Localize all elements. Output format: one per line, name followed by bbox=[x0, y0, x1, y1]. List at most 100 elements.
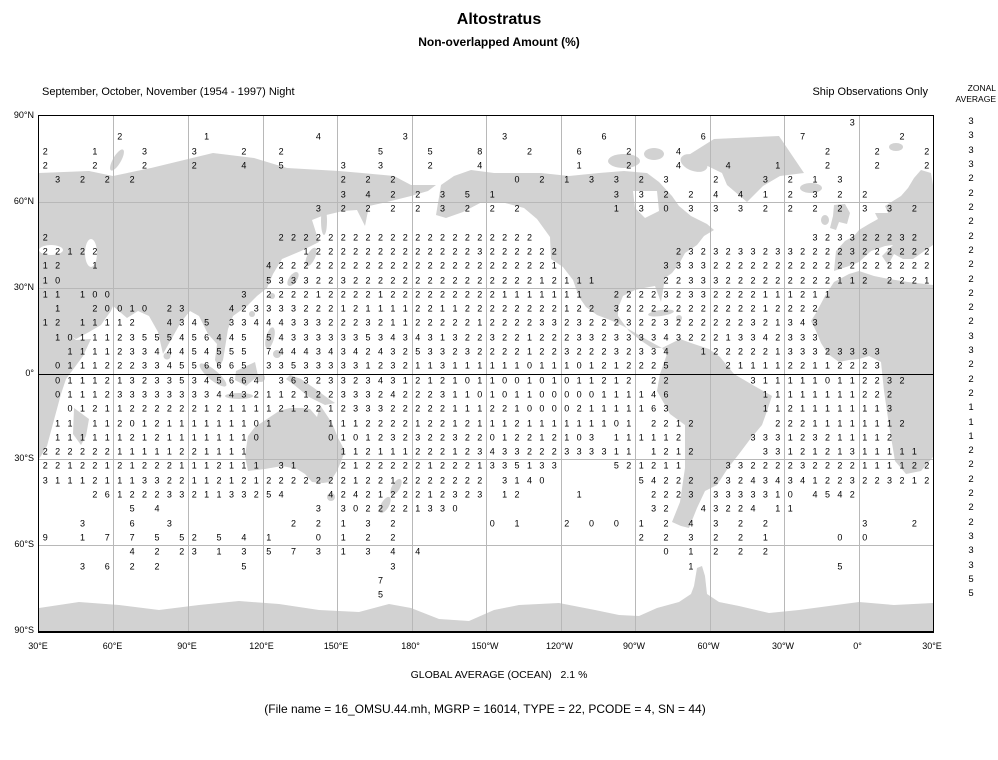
grid-cell-value: 1 bbox=[638, 432, 644, 443]
grid-cell-value: 2 bbox=[415, 475, 421, 486]
grid-cell-value: 1 bbox=[216, 546, 222, 557]
grid-cell-value: 0 bbox=[613, 518, 619, 529]
grid-cell-value: 2 bbox=[377, 475, 383, 486]
grid-cell-value: 0 bbox=[477, 389, 483, 400]
grid-cell-value: 0 bbox=[862, 532, 868, 543]
grid-cell-value: 2 bbox=[291, 475, 297, 486]
latitude-tick-label: 90°S bbox=[14, 625, 34, 635]
grid-cell-value: 3 bbox=[154, 389, 160, 400]
grid-cell-value: 3 bbox=[551, 460, 557, 471]
grid-cell-value: 2 bbox=[377, 389, 383, 400]
grid-cell-value: 2 bbox=[738, 518, 744, 529]
grid-cell-value: 2 bbox=[626, 360, 632, 371]
grid-cell-value: 2 bbox=[427, 389, 433, 400]
grid-cell-value: 3 bbox=[142, 360, 148, 371]
grid-cell-value: 2 bbox=[613, 289, 619, 300]
grid-cell-value: 2 bbox=[179, 475, 185, 486]
grid-cell-value: 1 bbox=[55, 332, 61, 343]
grid-cell-value: 2 bbox=[738, 475, 744, 486]
grid-cell-value: 1 bbox=[775, 375, 781, 386]
grid-cell-value: 2 bbox=[303, 303, 309, 314]
grid-cell-value: 1 bbox=[539, 418, 545, 429]
grid-cell-value: 5 bbox=[278, 160, 284, 171]
grid-cell-value: 2 bbox=[440, 460, 446, 471]
grid-cell-value: 3 bbox=[738, 203, 744, 214]
grid-cell-value: 2 bbox=[700, 303, 706, 314]
zonal-average-value: 2 bbox=[968, 387, 974, 399]
grid-cell-value: 2 bbox=[415, 246, 421, 257]
grid-cell-value: 2 bbox=[440, 489, 446, 500]
grid-cell-value: 2 bbox=[340, 203, 346, 214]
grid-cell-value: 2 bbox=[390, 418, 396, 429]
grid-cell-value: 2 bbox=[887, 260, 893, 271]
grid-cell-value: 4 bbox=[166, 346, 172, 357]
grid-cell-value: 1 bbox=[266, 532, 272, 543]
grid-cell-value: 1 bbox=[762, 360, 768, 371]
longitude-tick-label: 0° bbox=[853, 641, 862, 651]
zonal-average-header: ZONAL AVERAGE bbox=[956, 83, 996, 105]
grid-cell-value: 2 bbox=[725, 260, 731, 271]
grid-cell-value: 3 bbox=[688, 203, 694, 214]
grid-cell-value: 4 bbox=[353, 346, 359, 357]
grid-cell-value: 1 bbox=[67, 460, 73, 471]
grid-cell-value: 2 bbox=[762, 346, 768, 357]
grid-cell-value: 2 bbox=[166, 460, 172, 471]
grid-cell-value: 2 bbox=[551, 332, 557, 343]
zonal-average-value: 3 bbox=[968, 159, 974, 171]
grid-cell-value: 1 bbox=[104, 460, 110, 471]
grid-cell-value: 2 bbox=[440, 275, 446, 285]
grid-cell-value: 1 bbox=[564, 174, 570, 185]
grid-cell-value: 1 bbox=[514, 403, 520, 414]
grid-cell-value: 2 bbox=[489, 246, 495, 257]
grid-cell-value: 2 bbox=[849, 260, 855, 271]
grid-cell-value: 2 bbox=[489, 232, 495, 243]
grid-cell-value: 1 bbox=[824, 360, 830, 371]
grid-cell-value: 2 bbox=[377, 260, 383, 271]
grid-cell-value: 2 bbox=[824, 446, 830, 457]
grid-cell-value: 5 bbox=[179, 375, 185, 386]
grid-cell-value: 2 bbox=[688, 332, 694, 343]
grid-cell-value: 2 bbox=[824, 460, 830, 471]
grid-cell-value: 3 bbox=[440, 360, 446, 371]
grid-cell-value: 2 bbox=[787, 460, 793, 471]
grid-cell-value: 3 bbox=[179, 489, 185, 500]
grid-cell-value: 1 bbox=[191, 460, 197, 471]
grid-cell-value: 2 bbox=[626, 303, 632, 314]
grid-cell-value: 2 bbox=[502, 346, 508, 357]
zonal-average-value: 3 bbox=[968, 330, 974, 342]
zonal-average-value: 2 bbox=[968, 473, 974, 485]
grid-cell-value: 2 bbox=[924, 260, 930, 271]
grid-cell-value: 1 bbox=[787, 503, 793, 514]
grid-cell-value: 3 bbox=[576, 317, 582, 328]
grid-cell-value: 1 bbox=[489, 189, 495, 200]
grid-cell-value: 2 bbox=[762, 260, 768, 271]
grid-cell-value: 1 bbox=[67, 389, 73, 400]
grid-cell-value: 2 bbox=[353, 232, 359, 243]
grid-cell-value: 1 bbox=[340, 532, 346, 543]
grid-cell-value: 3 bbox=[440, 503, 446, 514]
grid-cell-value: 2 bbox=[365, 260, 371, 271]
grid-cell-value: 1 bbox=[539, 289, 545, 300]
zonal-average-value: 2 bbox=[968, 316, 974, 328]
grid-cell-value: 2 bbox=[663, 532, 669, 543]
grid-cell-value: 1 bbox=[415, 503, 421, 514]
grid-cell-value: 1 bbox=[129, 446, 135, 457]
grid-cell-value: 2 bbox=[154, 460, 160, 471]
grid-cell-value: 3 bbox=[750, 246, 756, 257]
grid-cell-value: 4 bbox=[129, 546, 135, 557]
grid-cell-value: 2 bbox=[514, 489, 520, 500]
grid-cell-value: 1 bbox=[824, 389, 830, 400]
grid-cell-value: 1 bbox=[204, 418, 210, 429]
grid-cell-value: 1 bbox=[812, 403, 818, 414]
grid-cell-value: 2 bbox=[427, 289, 433, 300]
grid-cell-value: 1 bbox=[204, 475, 210, 486]
file-info-label: (File name = 16_OMSU.44.mh, MGRP = 16014… bbox=[264, 702, 706, 716]
grid-cell-value: 1 bbox=[626, 432, 632, 443]
grid-cell-value: 2 bbox=[92, 489, 98, 500]
grid-cell-value: 5 bbox=[216, 532, 222, 543]
grid-cell-value: 3 bbox=[55, 174, 61, 185]
grid-cell-value: 2 bbox=[800, 246, 806, 257]
grid-cell-value: 1 bbox=[589, 275, 595, 285]
grid-cell-value: 2 bbox=[291, 232, 297, 243]
grid-cell-value: 2 bbox=[601, 332, 607, 343]
